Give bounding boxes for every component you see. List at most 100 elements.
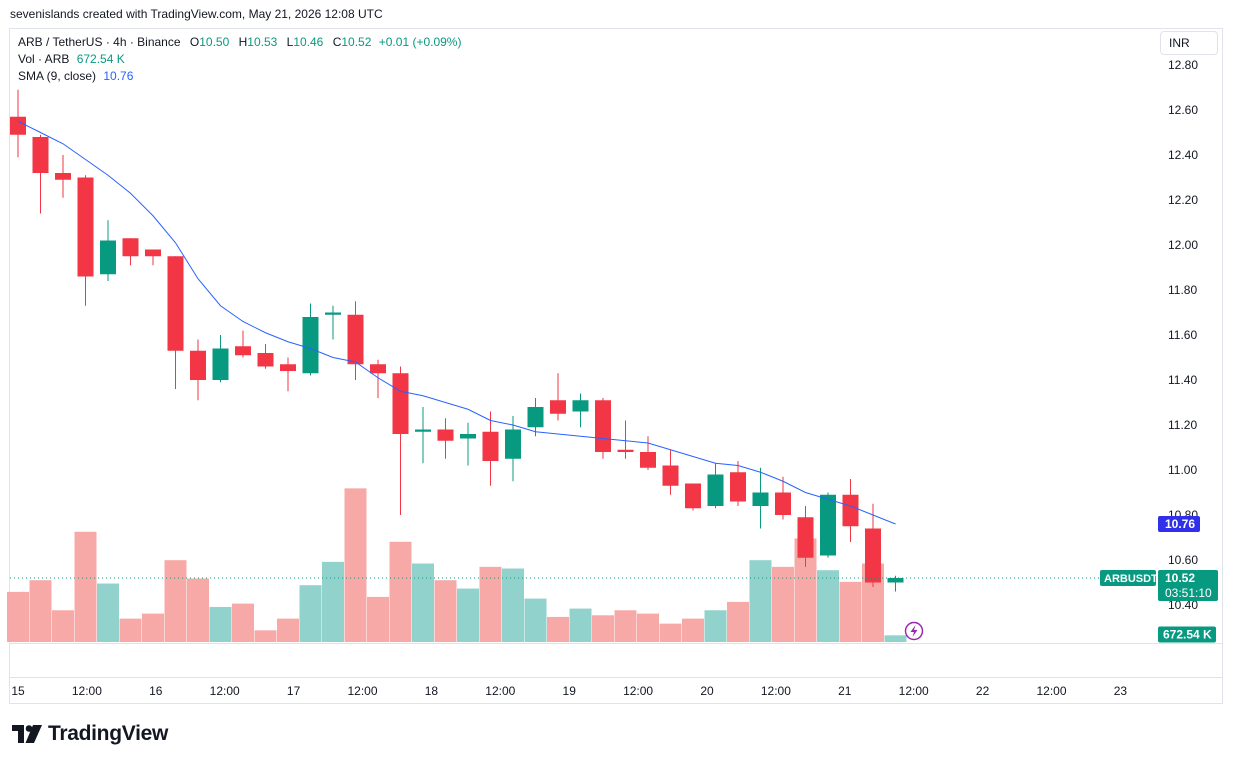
candle-body (257, 353, 274, 367)
candle (190, 339, 206, 401)
volume-bar (547, 616, 569, 642)
candle-body (100, 240, 116, 275)
candle-body (235, 346, 251, 356)
price-tick-label: 10.60 (1168, 553, 1198, 567)
tradingview-logo[interactable]: TradingView (12, 722, 168, 746)
lightning-icon[interactable] (904, 621, 924, 641)
candle-body (325, 312, 341, 315)
candle-body (437, 429, 454, 441)
candle (505, 416, 521, 482)
volume-bar (479, 566, 502, 642)
candle (415, 407, 431, 464)
chart-grid (10, 643, 1222, 678)
candle-body (370, 364, 386, 374)
volume-bar (344, 488, 367, 642)
currency-button[interactable]: INR (1160, 31, 1218, 55)
candle (617, 420, 634, 459)
candle-body (55, 173, 71, 180)
chart-legend: ARB / TetherUS · 4h · Binance O10.50 H10… (18, 34, 461, 85)
volume-bar (727, 601, 749, 642)
candle-body (122, 238, 139, 257)
sma-line (17, 120, 896, 525)
chart-credit: sevenislands created with TradingView.co… (10, 7, 383, 21)
candle (752, 467, 769, 529)
time-tick-label: 12:00 (210, 684, 240, 698)
time-tick-label: 18 (425, 684, 439, 698)
volume-bar (119, 618, 142, 642)
candle (640, 436, 656, 470)
chart-frame (9, 28, 1223, 704)
candle (167, 256, 184, 389)
candle-body (32, 137, 49, 173)
candle (775, 476, 791, 520)
legend-volume-label[interactable]: Vol · ARB (18, 52, 70, 66)
candle (10, 89, 26, 158)
sma-tag-text: 10.76 (1165, 517, 1195, 531)
volume-bar (524, 598, 547, 642)
price-tick-label: 12.20 (1168, 193, 1198, 207)
price-tick-label: 11.20 (1168, 418, 1197, 432)
candle (595, 398, 611, 459)
legend-close-label: C (332, 35, 342, 49)
volume-bar (637, 613, 659, 642)
legend-volume-row: Vol · ARB 672.54 K (18, 51, 461, 68)
time-tick-label: 12:00 (485, 684, 515, 698)
time-tick-label: 12:00 (347, 684, 377, 698)
candle-body (10, 116, 26, 135)
candle (77, 175, 94, 306)
volume-bar (794, 538, 817, 642)
sma-price-tag: 10.76 (1158, 516, 1200, 532)
candle (122, 238, 139, 266)
volume-bar (839, 581, 862, 642)
legend-symbol[interactable]: ARB / TetherUS · 4h · Binance (18, 35, 181, 49)
volume-bar (164, 560, 187, 642)
candle-body (190, 350, 206, 380)
symbol-tag: ARBUSDT (1100, 570, 1158, 586)
candle (437, 418, 454, 459)
time-tick-label: 19 (563, 684, 577, 698)
candle (32, 134, 49, 214)
candle (392, 366, 409, 515)
candles (10, 89, 904, 592)
legend-high-label: H (238, 35, 248, 49)
volume-bar (749, 560, 772, 642)
time-tick-label: 21 (838, 684, 852, 698)
candle-body (820, 494, 836, 556)
candle-body (347, 314, 364, 365)
candle-body (730, 472, 746, 502)
legend-open-label: O (189, 35, 200, 49)
candle (460, 422, 476, 466)
legend-sma-label[interactable]: SMA (9, close) (18, 69, 97, 83)
candle (527, 398, 544, 437)
volume-bar (209, 606, 232, 642)
volume-bar (277, 618, 299, 642)
volume-bar (457, 588, 479, 642)
candle (842, 479, 859, 542)
volume-bar (412, 563, 434, 642)
price-axis: 12.80 12.60 12.40 12.20 12.00 11.80 11.60 11.40… (1168, 58, 1198, 612)
price-tick-label: 11.40 (1168, 373, 1197, 387)
price-tick-label: 12.00 (1168, 238, 1198, 252)
candle-body (662, 465, 679, 486)
candle (707, 463, 724, 509)
legend-high-value: 10.53 (247, 35, 278, 49)
volume-bar (29, 580, 52, 642)
candle-body (887, 578, 904, 583)
candle-body (505, 429, 521, 459)
candle (347, 301, 364, 380)
candle (685, 483, 701, 511)
price-tick-label: 12.80 (1168, 58, 1198, 72)
candle (572, 393, 589, 428)
time-tick-label: 22 (976, 684, 990, 698)
volume-bar (569, 608, 592, 642)
candle-body (707, 474, 724, 506)
candle-body (167, 256, 184, 351)
candle (662, 449, 679, 495)
candle (887, 575, 904, 592)
time-tick-label: 15 (11, 684, 25, 698)
time-axis: 15 12:00 16 12:00 17 12:00 18 12:00 19 12:00 20 12:… (11, 684, 1127, 698)
candle (820, 492, 836, 558)
legend-sma-value: 10.76 (103, 69, 134, 83)
volume-bar (299, 585, 322, 642)
